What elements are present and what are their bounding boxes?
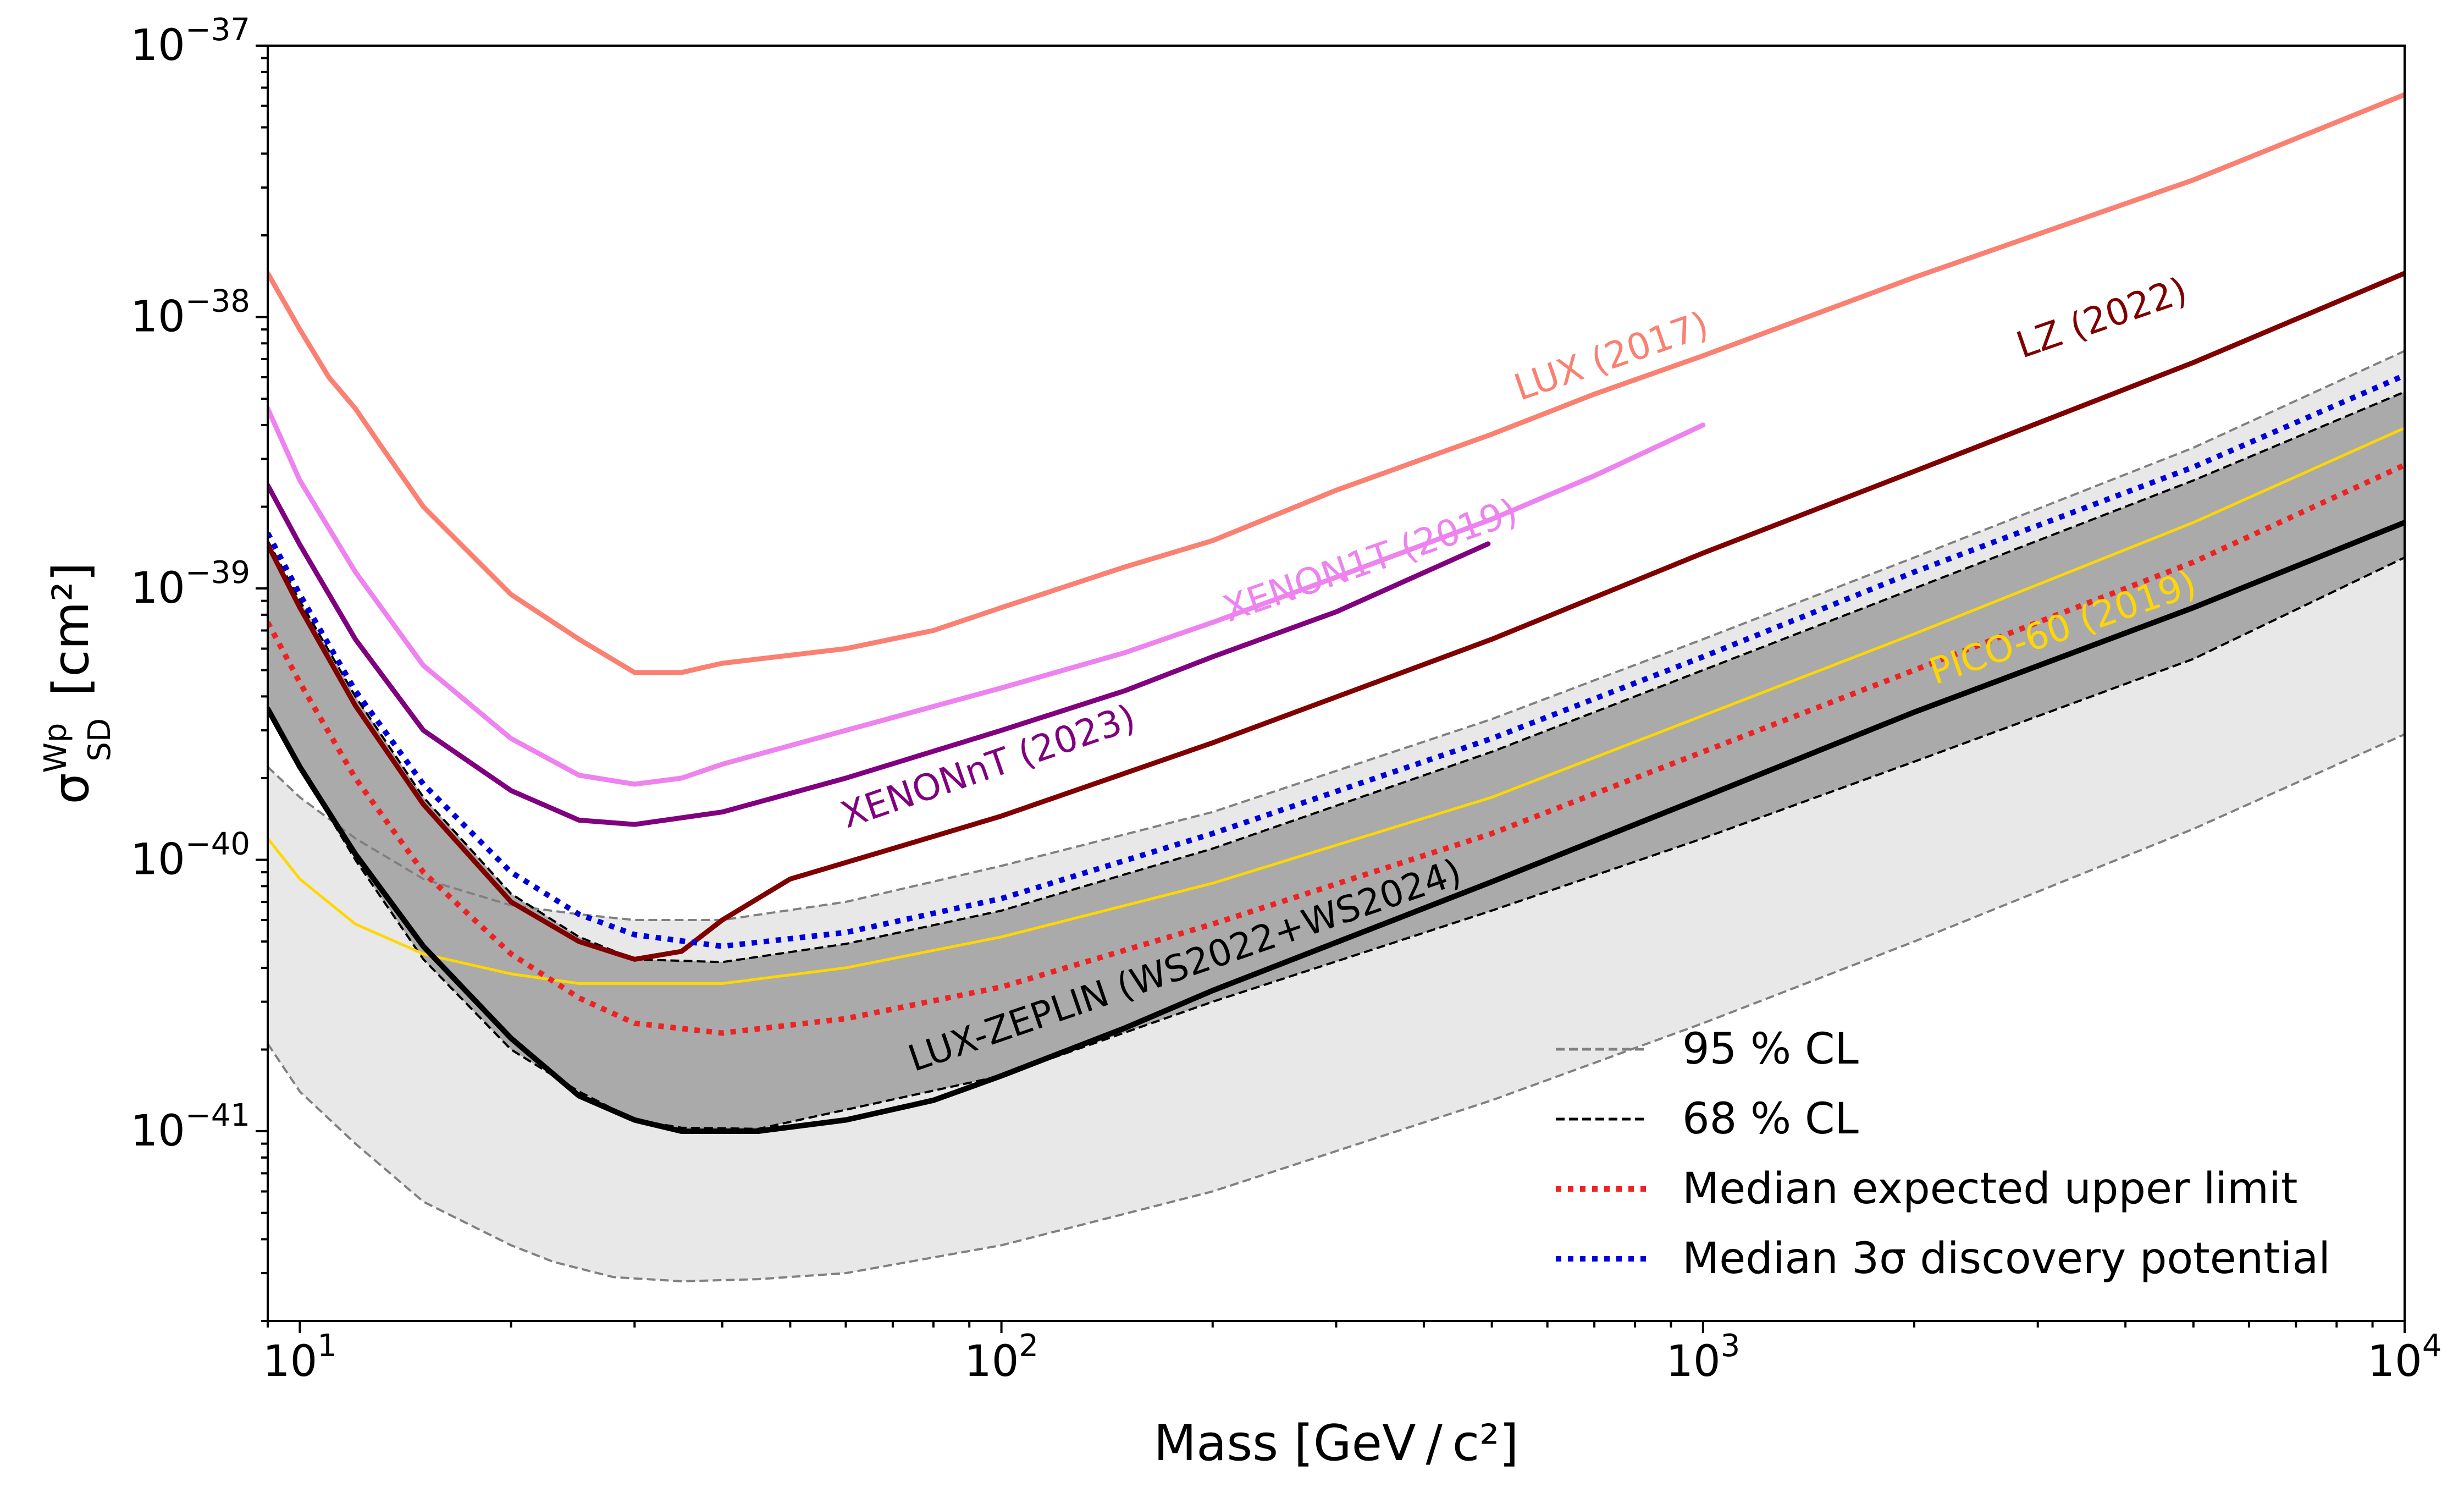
x-tick-label: 103 <box>1666 1328 1740 1386</box>
xenon1t-2019-line <box>268 406 1706 787</box>
legend-label-95-cl: 95 % CL <box>1682 1025 1859 1074</box>
legend-label-68-cl: 68 % CL <box>1682 1094 1859 1144</box>
x-tick-label: 104 <box>2368 1328 2442 1386</box>
y-tick-label: 10−40 <box>131 827 250 885</box>
x-tick-label: 102 <box>964 1328 1038 1386</box>
lux-2017-label: LUX (2017) <box>1509 303 1714 409</box>
median-expected-upper-limit-line <box>268 462 2405 1036</box>
y-tick-label: 10−38 <box>131 284 250 342</box>
95-cl-band-upper-edge <box>268 350 2405 921</box>
y-tick-label: 10−37 <box>131 12 250 70</box>
y-tick-label: 10−39 <box>131 555 250 613</box>
68-cl-band-upper-edge <box>268 390 2405 963</box>
lux-zeplin-ws2022-ws2024-line <box>268 520 2405 1134</box>
lux-2017-line <box>268 92 2405 675</box>
x-axis-title: Mass [GeV / c²] <box>1154 1414 1519 1472</box>
pico-60-2019-line <box>268 426 2405 985</box>
legend: 95 % CL 68 % CL Median expected upper limi… <box>1556 1025 2330 1284</box>
data-lines <box>268 92 2405 1134</box>
legend-label-median-3-discovery-potential: Median 3σ discovery potential <box>1682 1234 2330 1284</box>
xenonnt-2023-line <box>268 482 1491 827</box>
y-tick-label: 10−41 <box>131 1098 250 1156</box>
y-axis-title: σWp SD[cm²] <box>38 562 118 804</box>
lz-2022-label: LZ (2022) <box>2011 269 2192 367</box>
xenon1t-2019-label: XENON1T (2019) <box>1218 490 1523 630</box>
95-cl-band-lower-edge <box>268 733 2405 1282</box>
legend-label-median-expected-upper-limit: Median expected upper limit <box>1682 1164 2297 1214</box>
lz-2022-line <box>268 271 2405 962</box>
axes: 101 102 103 104 10−37 10−38 10−39 10−40 10−41 Mas… <box>38 12 2441 1472</box>
x-tick-label: 101 <box>263 1328 337 1386</box>
